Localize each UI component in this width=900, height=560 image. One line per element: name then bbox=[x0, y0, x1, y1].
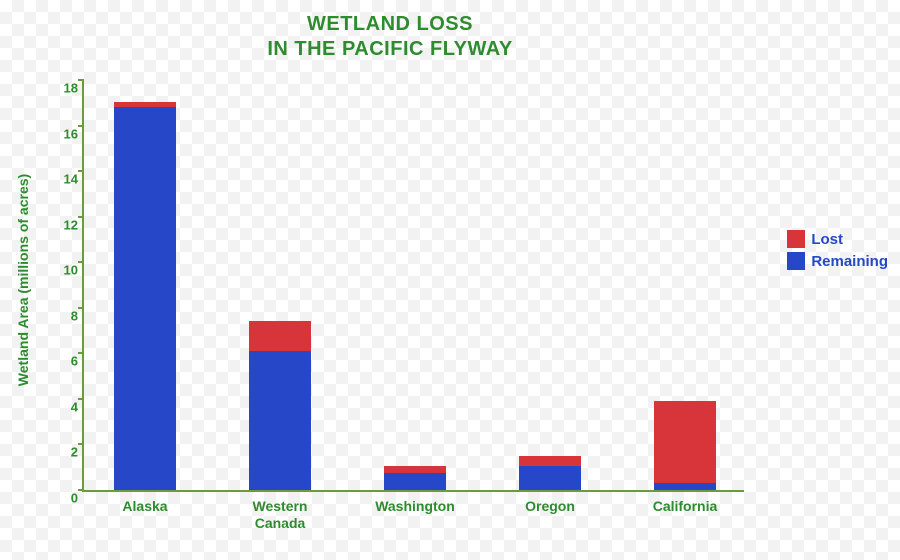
chart-title: WETLAND LOSS IN THE PACIFIC FLYWAY bbox=[0, 12, 780, 62]
bar-segment-remaining bbox=[249, 351, 311, 490]
bar-segment-lost bbox=[114, 102, 176, 108]
y-tick-label: 12 bbox=[42, 217, 78, 232]
legend-label: Lost bbox=[811, 231, 843, 248]
y-tick-mark bbox=[78, 125, 84, 127]
legend-swatch bbox=[787, 252, 805, 270]
y-axis-label-container: Wetland Area (millions of acres) bbox=[8, 0, 38, 560]
y-tick-mark bbox=[78, 261, 84, 263]
y-axis-label: Wetland Area (millions of acres) bbox=[15, 174, 31, 386]
y-tick-label: 10 bbox=[42, 263, 78, 278]
y-tick-mark bbox=[78, 443, 84, 445]
y-tick-mark bbox=[78, 307, 84, 309]
plot-area: 024681012141618AlaskaWesternCanadaWashin… bbox=[82, 80, 744, 492]
y-tick-mark bbox=[78, 398, 84, 400]
bar-segment-remaining bbox=[114, 107, 176, 490]
y-tick-label: 14 bbox=[42, 172, 78, 187]
bar-segment-lost bbox=[384, 466, 446, 473]
y-tick-mark bbox=[78, 216, 84, 218]
y-tick-label: 16 bbox=[42, 126, 78, 141]
bar-segment-remaining bbox=[519, 466, 581, 490]
legend-item: Remaining bbox=[787, 252, 888, 270]
y-tick-label: 8 bbox=[42, 308, 78, 323]
bar-segment-lost bbox=[249, 321, 311, 351]
legend-swatch bbox=[787, 230, 805, 248]
bar-segment-remaining bbox=[384, 473, 446, 490]
x-axis-label: Alaska bbox=[85, 498, 205, 515]
y-tick-mark bbox=[78, 79, 84, 81]
y-tick-label: 0 bbox=[42, 491, 78, 506]
bar-segment-remaining bbox=[654, 483, 716, 490]
y-tick-label: 18 bbox=[42, 81, 78, 96]
legend-label: Remaining bbox=[811, 253, 888, 270]
bar-segment-lost bbox=[654, 401, 716, 483]
y-tick-label: 2 bbox=[42, 445, 78, 460]
chart-title-line2: IN THE PACIFIC FLYWAY bbox=[0, 37, 780, 62]
x-axis-label: California bbox=[625, 498, 745, 515]
bar-segment-lost bbox=[519, 456, 581, 466]
legend: Lost Remaining bbox=[787, 230, 888, 274]
chart-title-line1: WETLAND LOSS bbox=[0, 12, 780, 37]
y-tick-mark bbox=[78, 489, 84, 491]
x-axis-label: Oregon bbox=[490, 498, 610, 515]
legend-item: Lost bbox=[787, 230, 888, 248]
y-tick-label: 4 bbox=[42, 399, 78, 414]
y-tick-label: 6 bbox=[42, 354, 78, 369]
y-tick-mark bbox=[78, 170, 84, 172]
x-axis-label: WesternCanada bbox=[220, 498, 340, 532]
x-axis-label: Washington bbox=[355, 498, 475, 515]
y-tick-mark bbox=[78, 352, 84, 354]
